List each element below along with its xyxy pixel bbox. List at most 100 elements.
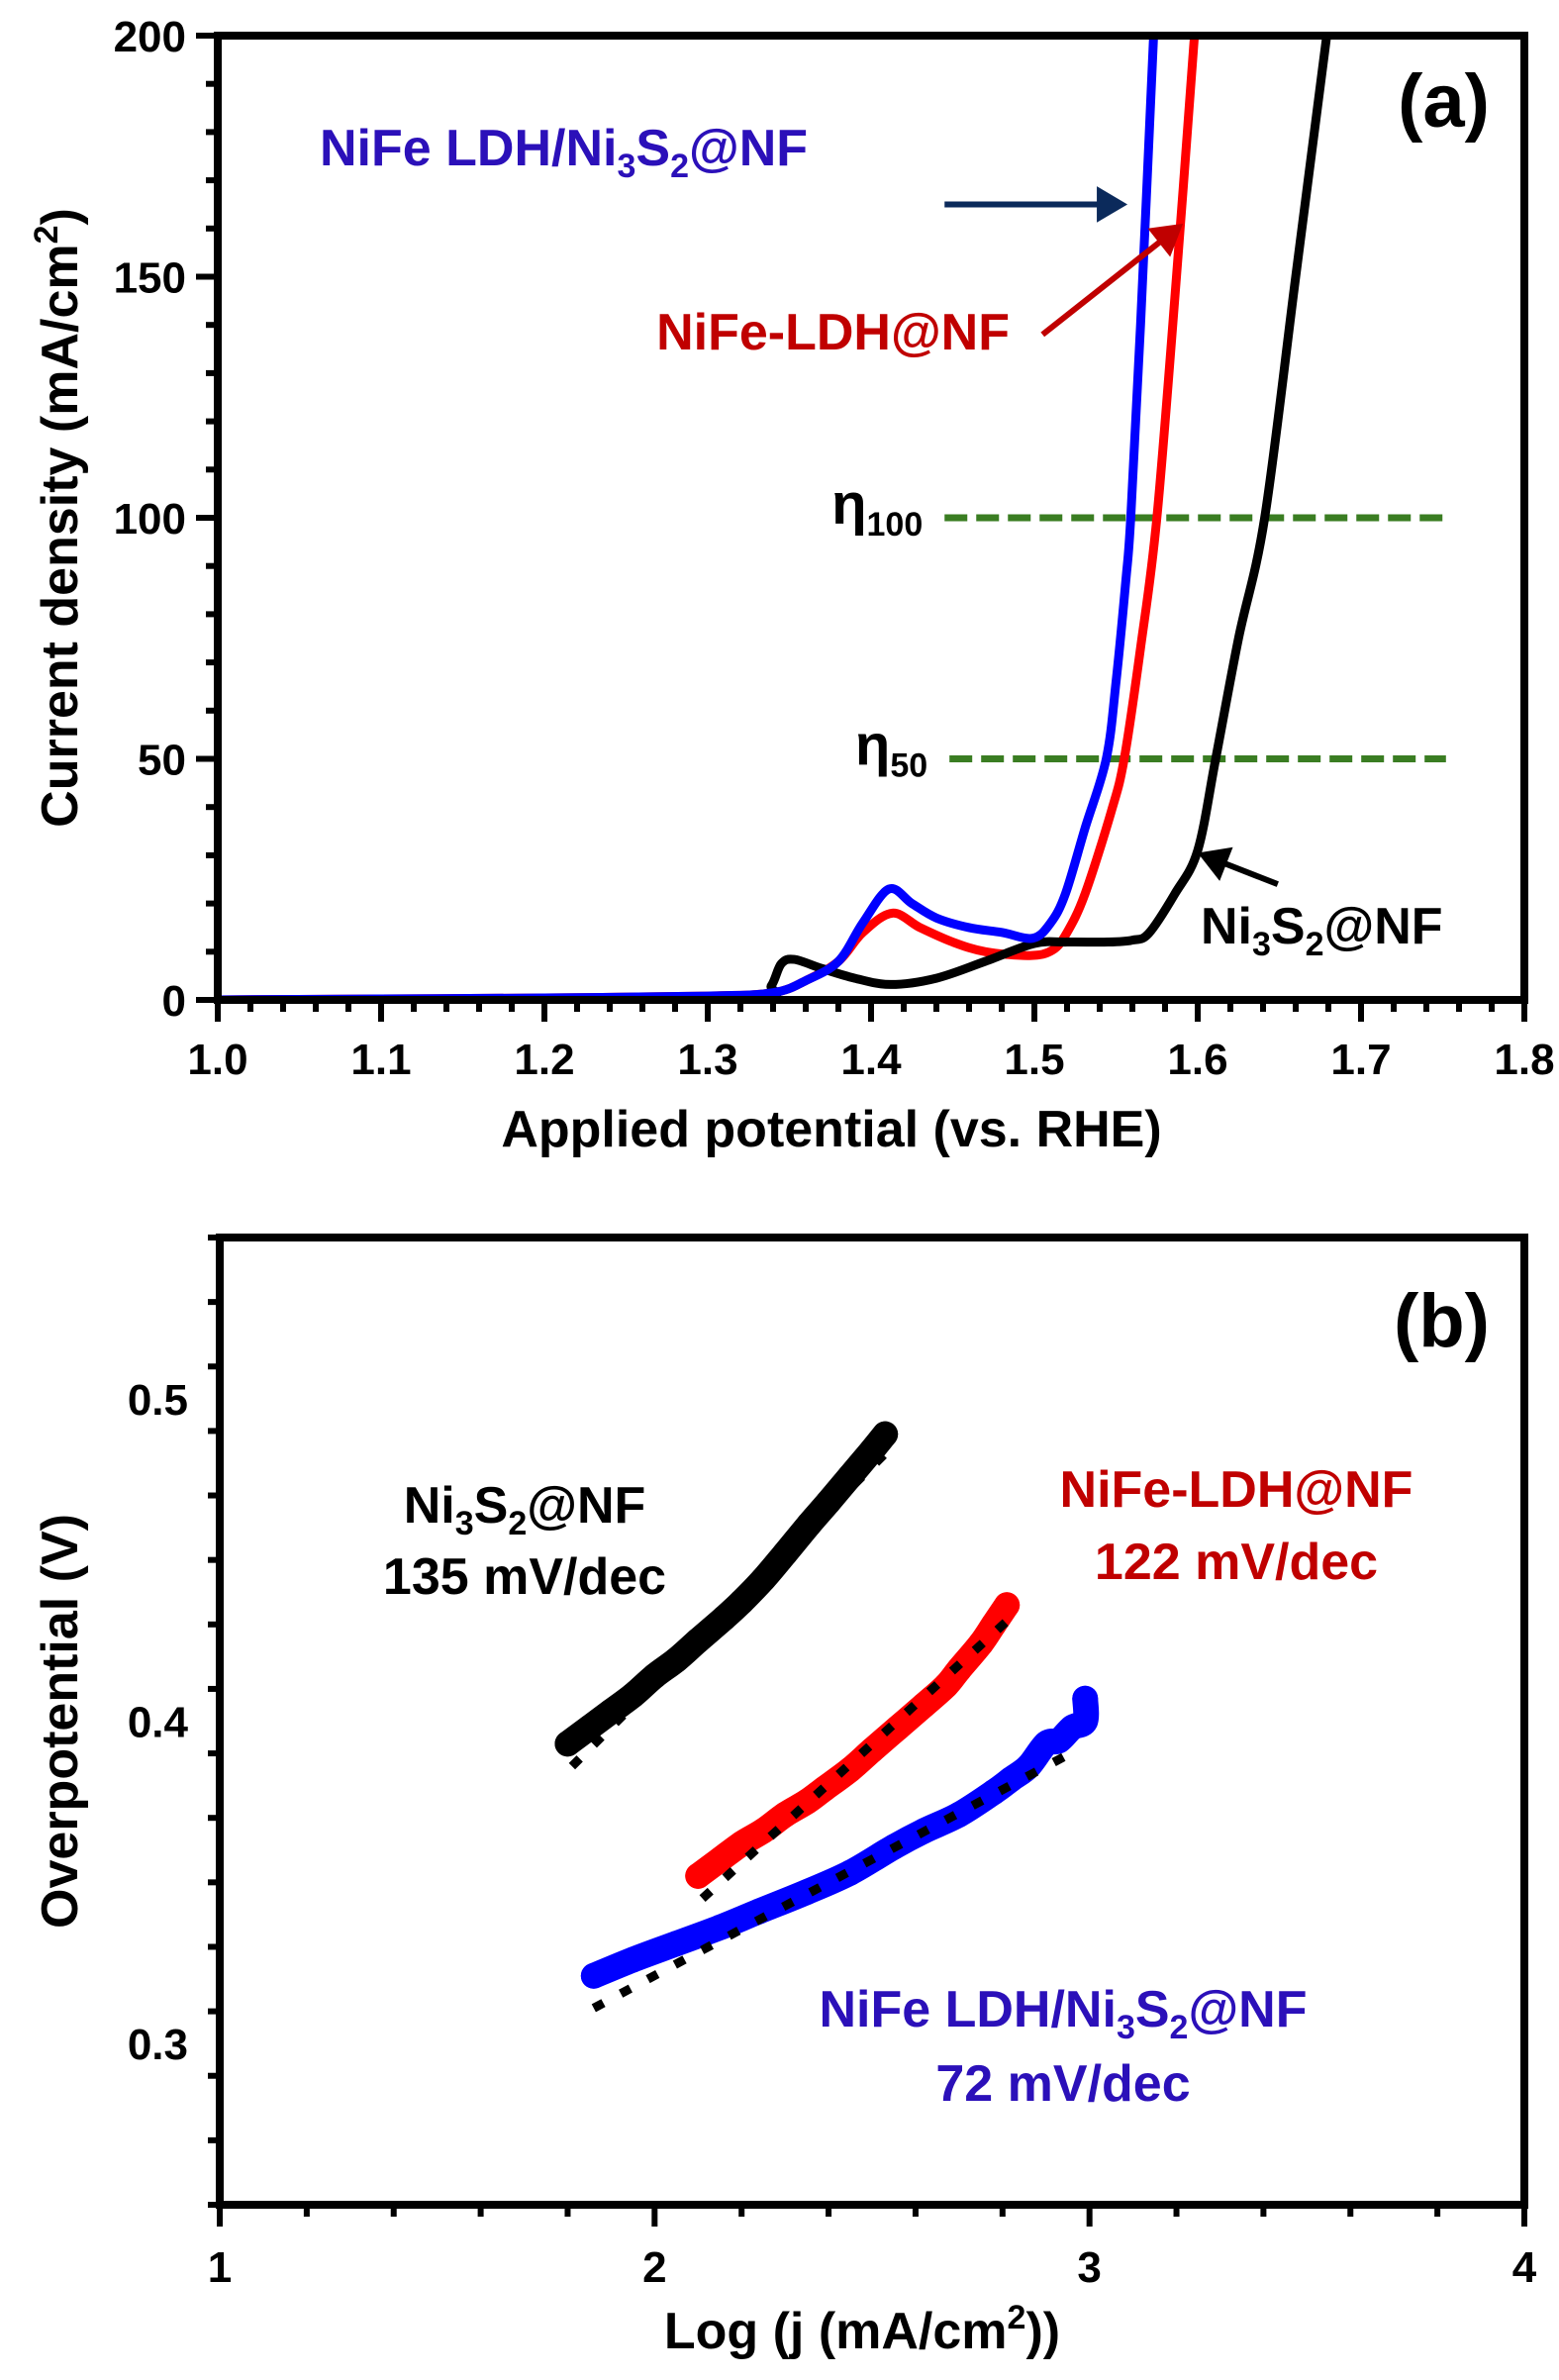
annotation-name-red: NiFe-LDH@NF — [1060, 1461, 1413, 1519]
subscript: 3 — [617, 148, 635, 185]
x-tick-label: 1.8 — [1494, 1036, 1554, 1084]
text-run: ) — [32, 208, 89, 225]
text-run: η — [855, 714, 890, 778]
y-tick-label: 200 — [114, 13, 186, 61]
superscript: 2 — [1008, 2299, 1026, 2336]
data-point-nife-ldh-nf — [911, 1692, 937, 1719]
data-point-nife-ldh-nf — [772, 1801, 799, 1828]
text-run: Ni — [404, 1477, 455, 1535]
annotation-arrow-black — [1217, 857, 1279, 887]
y-tick-label: 150 — [114, 254, 186, 303]
data-point-nife-ldh-nf — [750, 1818, 777, 1844]
x-axis-title: Applied potential (vs. RHE) — [501, 1101, 1161, 1158]
panel-label-a: (a) — [1398, 59, 1490, 144]
text-run: Log (j (mA/cm — [664, 2303, 1008, 2360]
data-point-nife-ldh-ni3s2-nf — [580, 1962, 607, 1989]
x-tick-label: 4 — [1512, 2243, 1537, 2292]
data-point-nife-ldh-ni3s2-nf — [620, 1946, 646, 1973]
annotation-arrow-red — [1040, 235, 1168, 338]
eta-label-50: η50 — [855, 714, 927, 785]
arrowhead-blue — [1097, 186, 1128, 223]
x-axis-title: Log (j (mA/cm2)) — [664, 2299, 1060, 2360]
x-tick-label: 1.1 — [350, 1036, 411, 1084]
subscript: 100 — [867, 506, 924, 544]
annotation-name-blue: NiFe LDH/Ni3S2@NF — [819, 1981, 1307, 2046]
y-tick-label: 100 — [114, 495, 186, 544]
y-tick-label: 50 — [138, 737, 186, 785]
annotation-label-red: NiFe-LDH@NF — [656, 304, 1010, 361]
y-axis-title-group: Current density (mA/cm2) — [28, 208, 89, 828]
plot-frame — [216, 1234, 1528, 2209]
annotation-slope-red: 122 mV/dec — [1095, 1534, 1378, 1591]
x-tick-label: 3 — [1077, 2243, 1101, 2292]
text-run: Ni — [1201, 898, 1252, 955]
text-run: @NF — [1188, 1981, 1307, 2038]
y-tick-label: 0 — [162, 977, 186, 1026]
y-tick-label: 0.5 — [128, 1376, 188, 1425]
data-point-ni3s2-nf — [872, 1421, 899, 1447]
text-run: NiFe LDH/Ni — [819, 1981, 1116, 2038]
data-point-nife-ldh-nf — [859, 1736, 885, 1763]
panel-label-b: (b) — [1394, 1279, 1490, 1363]
annotation-slope-blue: 72 mV/dec — [935, 2055, 1190, 2113]
subscript: 50 — [890, 747, 927, 785]
data-point-nife-ldh-ni3s2-nf — [1072, 1685, 1099, 1712]
text-run: S — [1135, 1981, 1170, 2038]
data-point-nife-ldh-nf — [885, 1715, 912, 1741]
data-point-nife-ldh-nf — [729, 1831, 755, 1857]
text-run: S — [474, 1477, 509, 1535]
y-tick-label: 0.4 — [128, 1699, 189, 1747]
data-point-nife-ldh-nf — [707, 1846, 733, 1873]
text-run: @NF — [527, 1477, 645, 1535]
subscript: 3 — [1252, 926, 1271, 963]
x-tick-label: 1.7 — [1330, 1036, 1391, 1084]
data-point-nife-ldh-ni3s2-nf — [1072, 1708, 1099, 1735]
series-group — [218, 36, 1331, 1000]
data-point-nife-ldh-ni3s2-nf — [663, 1931, 690, 1957]
text-run: NiFe-LDH@NF — [656, 304, 1010, 361]
data-point-nife-ldh-ni3s2-nf — [707, 1914, 733, 1940]
superscript: 2 — [28, 225, 65, 244]
y-axis-title: Overpotential (V) — [32, 1514, 89, 1929]
x-tick-label: 2 — [642, 2243, 666, 2292]
text-run: Current density (mA/cm — [32, 244, 89, 827]
data-point-nife-ldh-nf — [994, 1592, 1021, 1619]
arrowhead-red — [1147, 223, 1184, 257]
x-tick-label: 1.3 — [677, 1036, 737, 1084]
x-tick-label: 1.5 — [1004, 1036, 1064, 1084]
text-run: S — [1271, 898, 1306, 955]
text-run: NiFe LDH/Ni — [320, 120, 617, 177]
annotation-slope-black: 135 mV/dec — [383, 1548, 666, 1606]
subscript: 3 — [455, 1505, 474, 1542]
text-run: @NF — [689, 120, 808, 177]
annotation-label-black: Ni3S2@NF — [1201, 898, 1443, 963]
subscript: 3 — [1117, 2009, 1135, 2046]
data-point-ni3s2-nf — [641, 1662, 668, 1689]
data-point-nife-ldh-ni3s2-nf — [794, 1879, 821, 1906]
data-point-ni3s2-nf — [576, 1715, 603, 1741]
y-axis-title: Current density (mA/cm2) — [28, 208, 89, 828]
y-tick-label: 0.3 — [128, 2021, 188, 2069]
tafel-fit-line-nife-ldh-nf — [699, 1618, 1011, 1902]
annotation-label-blue: NiFe LDH/Ni3S2@NF — [320, 120, 808, 185]
data-point-ni3s2-nf — [554, 1731, 581, 1757]
y-axis-title-group: Overpotential (V) — [32, 1514, 89, 1929]
x-tick-label: 1.4 — [840, 1036, 902, 1084]
subscript: 2 — [508, 1505, 527, 1542]
x-tick-label: 1.2 — [514, 1036, 574, 1084]
data-point-nife-ldh-nf — [837, 1756, 864, 1783]
x-tick-label: 1 — [208, 2243, 232, 2292]
annotation-name-black: Ni3S2@NF — [404, 1477, 646, 1542]
x-tick-label: 1.0 — [187, 1036, 247, 1084]
arrowhead-black — [1198, 846, 1233, 881]
subscript: 2 — [1170, 2009, 1189, 2046]
text-run: NiFe-LDH@NF — [1060, 1461, 1413, 1519]
text-run: )) — [1025, 2303, 1060, 2360]
subscript: 2 — [1306, 926, 1324, 963]
tafel-fit-line-ni3s2-nf — [568, 1450, 889, 1770]
data-point-nife-ldh-nf — [685, 1862, 712, 1889]
eta-label-100: η100 — [831, 472, 923, 544]
